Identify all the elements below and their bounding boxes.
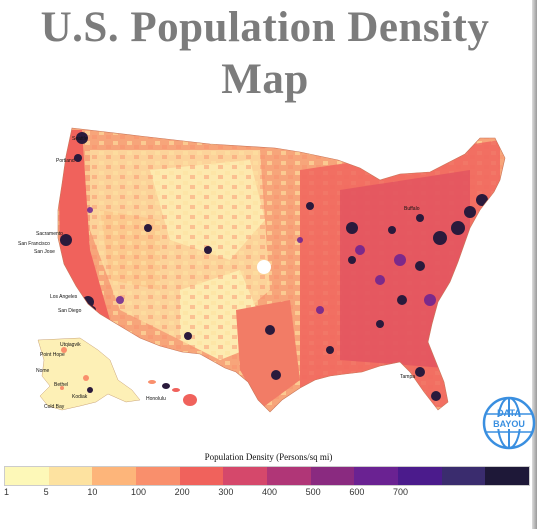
legend-swatch — [398, 467, 442, 485]
contiguous-us — [58, 128, 505, 412]
us-density-map: Seattle Portland Sacramento San Francisc… — [18, 127, 506, 413]
legend-swatch — [92, 467, 137, 485]
legend-tick-label: 200 — [174, 487, 190, 497]
title-line-2: Map — [221, 56, 309, 103]
legend-swatch — [441, 467, 486, 485]
city-label-buffalo: Buffalo — [404, 206, 420, 212]
city-label-honolulu: Honolulu — [146, 396, 166, 402]
legend-tick-label: 300 — [218, 487, 234, 497]
legend-ticks: 1 5 10 100 200 300 400 500 600 700 — [4, 487, 528, 501]
legend-tick-label: 400 — [262, 487, 278, 497]
city-label-kodiak: Kodiak — [72, 394, 88, 400]
legend-tick-label: 10 — [87, 487, 98, 497]
legend-tick-label: 700 — [393, 487, 409, 497]
city-label-san-diego: San Diego — [58, 308, 82, 314]
legend-color-bar — [4, 466, 530, 486]
city-labels: Seattle Portland Sacramento San Francisc… — [18, 136, 420, 410]
city-label-utqiagvik: Utqiagvik — [60, 342, 81, 348]
data-bayou-logo: DATA BAYOU — [482, 396, 536, 450]
legend-tick-label: 500 — [305, 487, 321, 497]
legend-swatch — [310, 467, 355, 485]
legend-swatch — [136, 467, 180, 485]
legend-swatch — [354, 467, 399, 485]
title-line-1: U.S. Population Density — [40, 4, 490, 51]
city-label-los-angeles: Los Angeles — [50, 294, 78, 300]
legend-swatch — [5, 467, 49, 485]
city-label-seattle: Seattle — [72, 136, 88, 142]
city-label-nome: Nome — [36, 368, 50, 374]
legend-swatch — [48, 467, 93, 485]
city-label-san-jose: San Jose — [34, 249, 55, 255]
legend-tick-label: 5 — [43, 487, 49, 497]
legend-swatch — [223, 467, 268, 485]
legend-tick-label: 600 — [349, 487, 365, 497]
hawaii — [148, 380, 197, 406]
legend-title: Population Density (Persons/sq mi) — [204, 452, 333, 462]
alaska — [37, 337, 141, 411]
page-edge-shadow — [532, 0, 537, 529]
legend-tick-label: 1 — [4, 487, 10, 497]
city-label-san-francisco: San Francisco — [18, 241, 50, 247]
logo-text-bottom: BAYOU — [493, 419, 525, 429]
legend-swatch — [485, 467, 530, 485]
city-label-portland: Portland — [56, 158, 75, 164]
city-label-bethel: Bethel — [54, 382, 68, 388]
legend-tick-label: 100 — [131, 487, 147, 497]
city-label-cold-bay: Cold Bay — [44, 404, 65, 410]
city-label-point-hope: Point Hope — [40, 352, 65, 358]
logo-text-top: DATA — [497, 408, 521, 418]
city-label-tampa: Tampa — [400, 374, 415, 380]
city-label-sacramento: Sacramento — [36, 231, 63, 237]
legend-swatch — [179, 467, 224, 485]
legend-swatch — [267, 467, 311, 485]
